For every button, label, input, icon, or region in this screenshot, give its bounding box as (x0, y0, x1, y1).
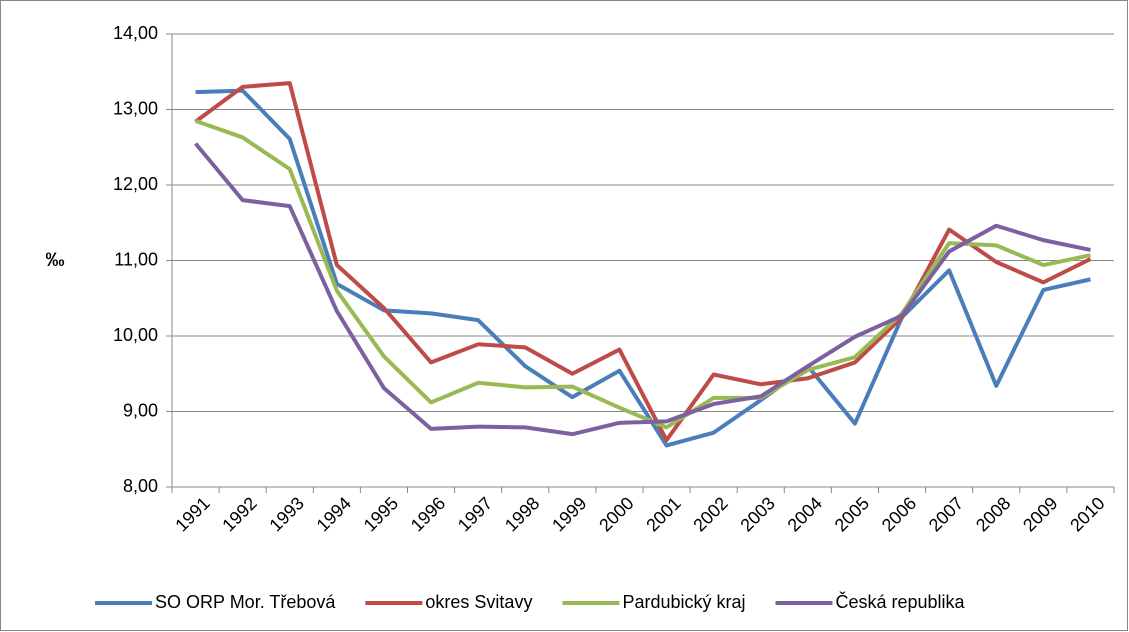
y-tick-label: 14,00 (113, 23, 158, 43)
series-line (194, 142, 1091, 437)
legend-label: okres Svitavy (425, 592, 532, 612)
y-tick-label: 9,00 (123, 400, 158, 420)
legend-label: SO ORP Mor. Třebová (155, 592, 336, 612)
y-tick-label: 10,00 (113, 325, 158, 345)
y-axis-label: ‰ (46, 250, 65, 271)
series-line (194, 118, 1091, 430)
legend-label: Pardubický kraj (622, 592, 745, 612)
y-tick-label: 13,00 (113, 98, 158, 118)
y-tick-label: 11,00 (114, 249, 158, 269)
series-line (194, 81, 1092, 443)
series-line (195, 88, 1091, 448)
y-tick-label: 12,00 (113, 174, 158, 194)
legend-label: Česká republika (836, 591, 966, 612)
y-tick-label: 8,00 (123, 476, 158, 496)
